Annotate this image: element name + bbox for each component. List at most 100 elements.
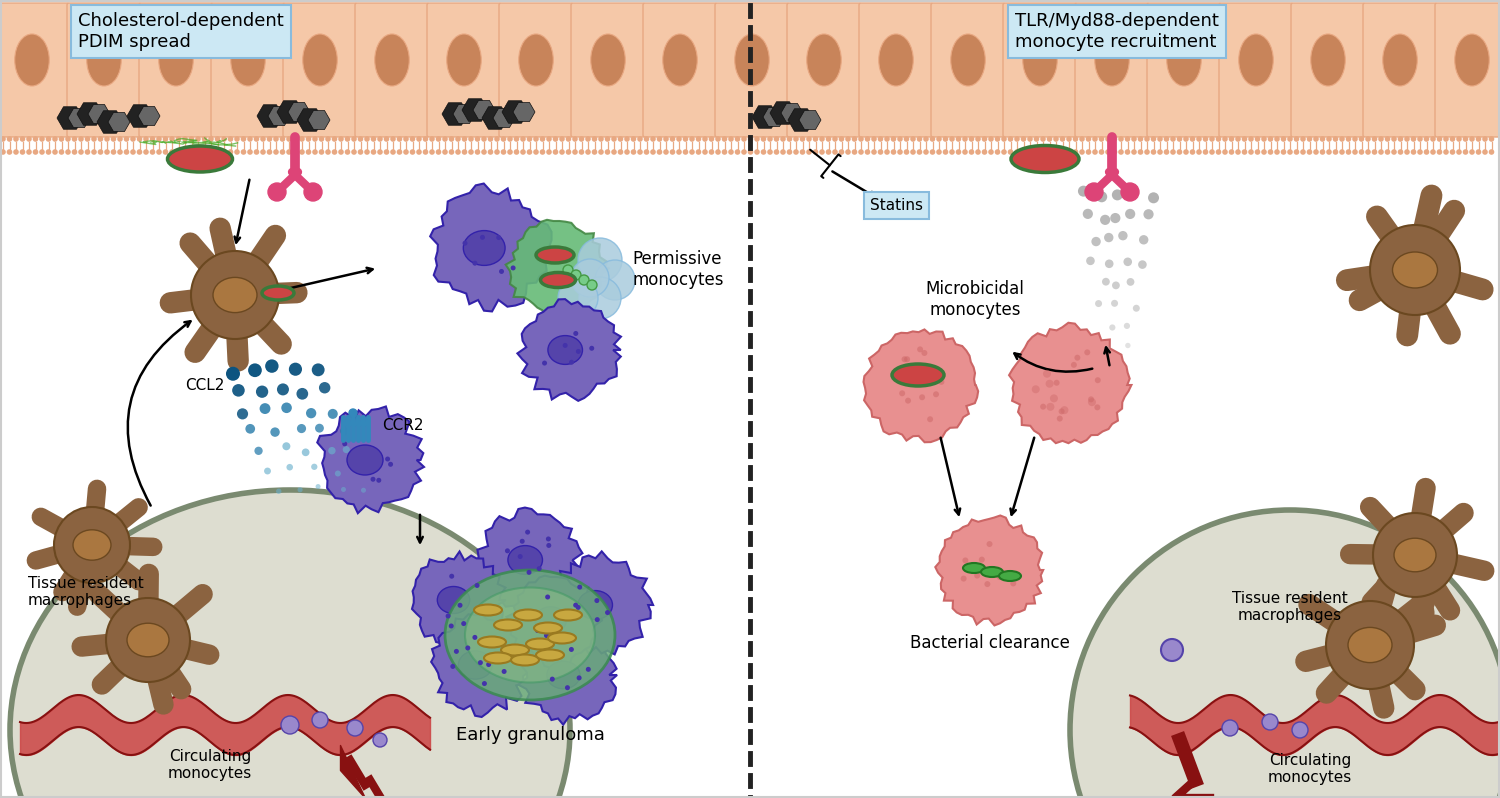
Circle shape: [871, 149, 877, 155]
Circle shape: [20, 136, 26, 142]
Circle shape: [573, 602, 578, 607]
Circle shape: [506, 548, 510, 553]
Circle shape: [552, 149, 558, 155]
Circle shape: [904, 397, 910, 404]
Circle shape: [987, 541, 993, 547]
Circle shape: [573, 331, 579, 336]
Circle shape: [510, 266, 516, 271]
Circle shape: [806, 136, 812, 142]
Circle shape: [306, 136, 312, 142]
Circle shape: [1254, 136, 1260, 142]
Ellipse shape: [1167, 34, 1202, 86]
Circle shape: [1124, 323, 1130, 329]
Circle shape: [950, 149, 956, 155]
Ellipse shape: [591, 34, 626, 86]
Circle shape: [142, 136, 148, 142]
Circle shape: [1293, 149, 1299, 155]
Circle shape: [1040, 149, 1046, 155]
Circle shape: [390, 136, 396, 142]
Circle shape: [833, 149, 839, 155]
Ellipse shape: [554, 610, 582, 621]
Ellipse shape: [1023, 34, 1058, 86]
Circle shape: [142, 149, 148, 155]
Circle shape: [1126, 278, 1134, 286]
Circle shape: [1370, 225, 1460, 315]
Circle shape: [351, 149, 357, 155]
Circle shape: [20, 149, 26, 155]
Ellipse shape: [474, 605, 502, 615]
Circle shape: [292, 149, 298, 155]
Circle shape: [786, 149, 792, 155]
Circle shape: [318, 149, 324, 155]
Ellipse shape: [1348, 627, 1392, 662]
Circle shape: [1274, 136, 1280, 142]
Circle shape: [1437, 136, 1443, 142]
Polygon shape: [550, 551, 652, 654]
Circle shape: [494, 149, 500, 155]
Circle shape: [1326, 136, 1332, 142]
Circle shape: [209, 136, 214, 142]
Circle shape: [754, 136, 760, 142]
Circle shape: [550, 652, 555, 657]
Circle shape: [1190, 149, 1196, 155]
Circle shape: [1418, 149, 1424, 155]
Circle shape: [902, 356, 908, 362]
Circle shape: [604, 136, 610, 142]
Circle shape: [1092, 237, 1101, 247]
Circle shape: [578, 585, 582, 590]
Circle shape: [286, 464, 292, 471]
Circle shape: [1125, 209, 1136, 219]
Circle shape: [513, 149, 519, 155]
Circle shape: [465, 646, 471, 650]
Circle shape: [786, 136, 792, 142]
Circle shape: [560, 136, 566, 142]
Circle shape: [610, 149, 616, 155]
Circle shape: [858, 136, 864, 142]
Circle shape: [1059, 136, 1065, 142]
Circle shape: [586, 280, 597, 290]
Circle shape: [1242, 136, 1248, 142]
Circle shape: [936, 136, 942, 142]
Circle shape: [39, 149, 45, 155]
Circle shape: [1352, 149, 1358, 155]
Circle shape: [956, 136, 962, 142]
Circle shape: [338, 136, 344, 142]
Circle shape: [78, 136, 84, 142]
Circle shape: [825, 149, 831, 155]
Circle shape: [1137, 149, 1143, 155]
Circle shape: [532, 136, 538, 142]
Polygon shape: [764, 108, 784, 127]
Circle shape: [766, 136, 772, 142]
Ellipse shape: [892, 364, 944, 386]
Circle shape: [1326, 149, 1332, 155]
FancyBboxPatch shape: [1436, 3, 1500, 137]
Circle shape: [1449, 149, 1455, 155]
FancyBboxPatch shape: [68, 3, 141, 137]
Circle shape: [988, 149, 994, 155]
Circle shape: [304, 183, 322, 201]
Circle shape: [568, 647, 574, 652]
Circle shape: [1209, 149, 1215, 155]
Circle shape: [1196, 149, 1202, 155]
Ellipse shape: [1383, 34, 1417, 86]
Circle shape: [933, 391, 939, 397]
Polygon shape: [507, 575, 603, 668]
Ellipse shape: [10, 490, 570, 798]
FancyBboxPatch shape: [1148, 3, 1221, 137]
Circle shape: [190, 251, 279, 339]
Polygon shape: [506, 219, 609, 319]
Circle shape: [1156, 149, 1162, 155]
Polygon shape: [88, 105, 110, 124]
Ellipse shape: [807, 34, 842, 86]
Circle shape: [904, 356, 910, 362]
Circle shape: [1042, 369, 1052, 377]
Circle shape: [1378, 149, 1384, 155]
Circle shape: [1059, 149, 1065, 155]
Circle shape: [1053, 136, 1059, 142]
Circle shape: [735, 149, 741, 155]
Circle shape: [292, 136, 298, 142]
Polygon shape: [256, 105, 284, 127]
Circle shape: [669, 149, 675, 155]
Circle shape: [298, 149, 304, 155]
Circle shape: [410, 149, 416, 155]
